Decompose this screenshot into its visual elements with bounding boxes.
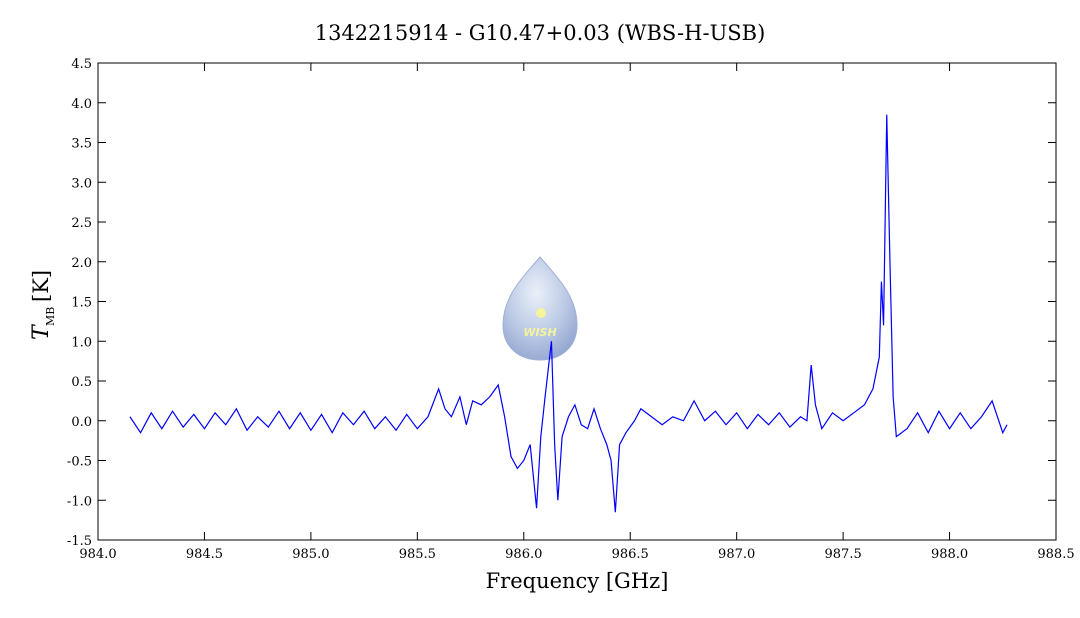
x-tick-label: 987.0 — [718, 547, 755, 562]
x-tick-label: 984.5 — [186, 547, 223, 562]
y-tick-label: 2.5 — [71, 216, 92, 231]
y-tick-label: 1.0 — [71, 335, 92, 350]
x-tick-label: 986.0 — [505, 547, 542, 562]
x-tick-label: 984.0 — [79, 547, 116, 562]
y-tick-label: 3.0 — [71, 176, 92, 191]
y-tick-label: 0.5 — [71, 375, 92, 390]
y-label-subscript: MB — [44, 307, 57, 326]
y-axis-label: T MB [K] — [29, 270, 57, 340]
y-tick-label: 1.5 — [71, 296, 92, 311]
logo-star — [536, 308, 546, 318]
y-tick-label: 2.0 — [71, 256, 92, 271]
x-tick-label: 988.5 — [1037, 547, 1074, 562]
y-tick-label: -1.0 — [67, 494, 92, 509]
x-tick-label: 985.5 — [399, 547, 436, 562]
chart-title: 1342215914 - G10.47+0.03 (WBS-H-USB) — [315, 21, 766, 45]
y-tick-label: 4.5 — [71, 57, 92, 72]
y-tick-label: 0.0 — [71, 415, 92, 430]
y-tick-label: 4.0 — [71, 97, 92, 112]
y-tick-label: -1.5 — [67, 534, 92, 549]
x-tick-label: 988.0 — [931, 547, 968, 562]
spectrum-line — [129, 114, 1008, 513]
x-axis-label: Frequency [GHz] — [486, 569, 669, 593]
x-tick-label: 986.5 — [612, 547, 649, 562]
x-tick-label: 987.5 — [825, 547, 862, 562]
y-label-unit: [K] — [29, 270, 53, 302]
y-tick-label: -0.5 — [67, 455, 92, 470]
y-tick-label: 3.5 — [71, 137, 92, 152]
watermark-logo: WISH — [502, 256, 578, 361]
x-tick-label: 985.0 — [292, 547, 329, 562]
logo-text: WISH — [523, 326, 556, 339]
plot-frame — [97, 62, 1057, 541]
y-label-symbol: T — [29, 323, 54, 340]
